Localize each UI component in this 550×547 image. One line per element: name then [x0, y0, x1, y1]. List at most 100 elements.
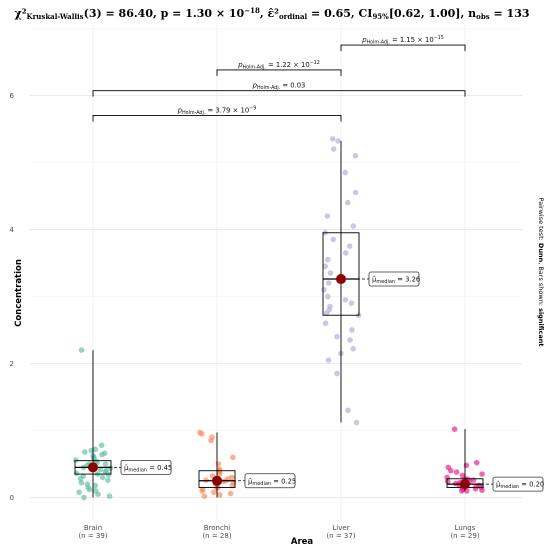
- x-axis: Brain(n = 39) Bronchi(n = 28) Liver(n = 37…: [78, 524, 479, 540]
- data-point: [78, 479, 85, 486]
- median-marker: [460, 479, 470, 490]
- data-point: [458, 488, 465, 494]
- comparison-bracket: [92, 90, 466, 97]
- data-point: [99, 451, 105, 458]
- comparison-brackets: pHolm-Adj. = 1.15 × 10−15 pHolm-Adj. = 1.…: [92, 35, 466, 122]
- data-point: [105, 477, 111, 483]
- data-point: [230, 454, 236, 461]
- median-label: μ̂median = 0.45: [124, 464, 172, 474]
- comparison-bracket: [216, 69, 342, 76]
- data-point: [86, 486, 93, 493]
- median-labels: μ̂median = 0.45 μ̂median = 0.25 μ̂median =…: [99, 271, 544, 492]
- data-point: [324, 256, 331, 263]
- data-point: [345, 407, 351, 414]
- chart-title: χ²Kruskal-Wallis(3) = 86.40, p = 1.30 × …: [14, 6, 529, 21]
- data-point: [72, 457, 79, 463]
- median-label: μ̂median = 3.26: [372, 276, 420, 286]
- comparison-p-value: pHolm-Adj. = 3.79 × 10−9: [177, 105, 257, 116]
- y-tick-label: 0: [10, 494, 14, 502]
- median-label-box: [492, 476, 544, 492]
- data-point: [324, 213, 331, 219]
- x-tick-label: Bronchi: [204, 524, 231, 532]
- x-tick-count: (n = 37): [326, 532, 355, 540]
- data-point: [198, 431, 205, 437]
- x-tick-count: (n = 39): [78, 532, 107, 540]
- data-point: [479, 471, 485, 477]
- data-point: [347, 337, 353, 343]
- iqr-box: [322, 232, 360, 316]
- data-point: [76, 489, 82, 495]
- iqr-box: [198, 470, 236, 488]
- data-point: [334, 370, 340, 377]
- data-point: [208, 437, 214, 444]
- data-point: [352, 152, 359, 159]
- data-point: [323, 310, 330, 317]
- data-point: [479, 487, 485, 493]
- data-point: [342, 169, 349, 176]
- data-point: [330, 146, 337, 152]
- data-point: [98, 442, 105, 449]
- data-point: [78, 347, 85, 353]
- data-point: [203, 477, 209, 483]
- data-point: [95, 491, 101, 497]
- data-point: [216, 492, 223, 498]
- y-tick-label: 2: [10, 360, 14, 368]
- data-point: [473, 459, 480, 466]
- data-point: [325, 357, 332, 363]
- comparison-bracket: [340, 44, 466, 52]
- median-label-box: [120, 459, 172, 475]
- data-point: [342, 250, 349, 256]
- data-point: [472, 486, 479, 492]
- comparison-p-value: pHolm-Adj. = 1.22 × 10−12: [237, 60, 320, 71]
- median-label: μ̂median = 0.25: [248, 477, 296, 487]
- data-point: [444, 478, 451, 485]
- data-point: [216, 471, 223, 477]
- data-point: [107, 465, 114, 471]
- y-axis: 0 2 4 6: [10, 92, 15, 502]
- x-tick-label: Lungs: [455, 524, 476, 532]
- data-point: [353, 419, 360, 426]
- data-point: [330, 236, 337, 243]
- data-point: [105, 471, 112, 478]
- data-point: [350, 223, 357, 229]
- data-point: [348, 300, 355, 306]
- median-label: μ̂median = 0.20: [496, 481, 544, 491]
- data-point: [106, 493, 113, 500]
- data-point: [81, 494, 87, 501]
- pairwise-caption: Pairwise test: Dunn, Bars shown: signifi…: [537, 198, 545, 347]
- data-point: [215, 461, 222, 467]
- data-point: [448, 467, 454, 474]
- comparison-p-value: pHolm-Adj. = 1.15 × 10−15: [361, 35, 444, 46]
- box-plots: [74, 140, 484, 498]
- data-point: [352, 189, 359, 196]
- data-point: [327, 270, 334, 276]
- data-point: [92, 482, 99, 489]
- data-point: [344, 199, 351, 206]
- data-point: [451, 426, 458, 432]
- data-points: [72, 136, 485, 501]
- data-point: [334, 333, 340, 340]
- data-point: [210, 489, 217, 495]
- median-marker: [212, 475, 222, 486]
- median-marker: [88, 462, 98, 473]
- data-point: [325, 293, 331, 300]
- x-tick-count: (n = 28): [202, 532, 231, 540]
- data-point: [463, 462, 470, 469]
- data-point: [321, 286, 327, 293]
- data-point: [229, 482, 236, 489]
- data-point: [199, 488, 205, 494]
- data-point: [342, 297, 349, 303]
- data-point: [453, 469, 460, 475]
- y-tick-label: 4: [10, 226, 15, 234]
- x-tick-label: Brain: [84, 524, 102, 532]
- data-point: [99, 474, 106, 481]
- data-point: [102, 461, 109, 467]
- data-point: [201, 493, 208, 500]
- data-point: [346, 243, 353, 249]
- y-tick-label: 6: [10, 92, 15, 100]
- data-point: [227, 490, 234, 497]
- data-point: [325, 280, 332, 286]
- data-point: [82, 449, 88, 455]
- data-point: [335, 138, 341, 144]
